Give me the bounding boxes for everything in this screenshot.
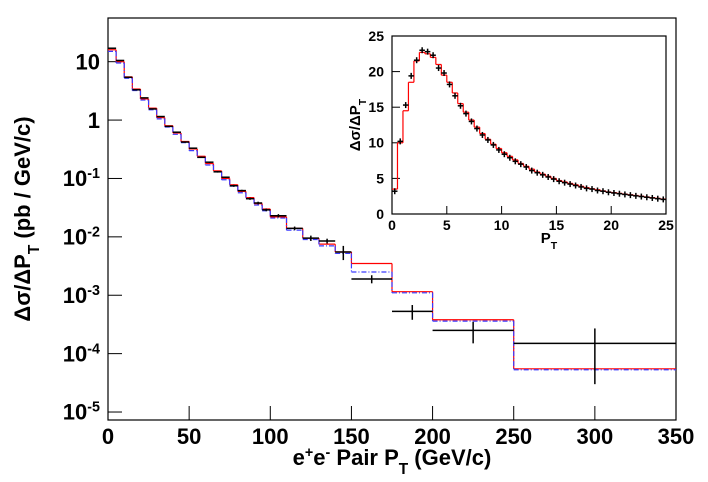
x-tick-label: 300 [576,424,613,449]
y-tick-label: 5 [376,170,384,186]
x-tick-label: 50 [177,424,201,449]
x-tick-label: 0 [388,217,396,233]
label-part: T [551,240,558,252]
y-tick-label: 15 [368,99,384,115]
plot-frame [107,17,677,421]
y-tick-label: 10-3 [63,283,100,308]
label-part: P [541,230,551,247]
y-axis-label: Δσ/ΔPT (pb / GeV/c) [10,116,43,321]
y-tick-label: 10 [76,49,100,74]
label-part: 10 [63,166,87,191]
label-part: Pair P [330,445,398,470]
x-tick-label: 100 [252,424,289,449]
x-axis-label: PT [541,230,558,252]
plot-frame [391,35,667,215]
label-part: 10 [63,283,87,308]
y-tick-label: 10-5 [63,400,100,425]
y-tick-label: 10 [368,135,384,151]
x-tick-label: 20 [603,217,619,233]
label-part: e [313,445,325,470]
label-part: 10 [63,400,87,425]
y-tick-label: 10-1 [63,166,100,191]
y-tick-label: 0 [376,206,384,222]
x-tick-label: 25 [658,217,674,233]
x-tick-label: 350 [658,424,695,449]
label-part: Δσ/ΔP [10,254,35,321]
x-tick-label: 10 [494,217,510,233]
label-part: -2 [87,225,100,241]
x-tick-label: 0 [102,424,114,449]
y-tick-label: 20 [368,64,384,80]
label-part: 10 [63,341,87,366]
y-tick-label: 25 [368,28,384,44]
label-part: e [293,445,305,470]
label-part: -4 [87,341,100,357]
label-part: Δσ/ΔP [347,105,364,151]
label-part: (pb / GeV/c) [10,116,35,244]
x-tick-label: 200 [414,424,451,449]
label-part: - [326,445,331,461]
label-part: -3 [87,283,100,299]
x-tick-label: 250 [495,424,532,449]
label-part: -1 [87,166,100,182]
label-part: T [26,244,43,254]
y-tick-label: 1 [88,108,100,133]
x-tick-label: 150 [333,424,370,449]
y-tick-label: 10-2 [63,225,100,250]
label-part: 10 [63,225,87,250]
label-part: + [305,445,313,461]
label-part: -5 [87,400,100,416]
label-part: T [357,98,369,105]
label-part: (GeV/c) [408,445,491,470]
x-tick-label: 5 [443,217,451,233]
label-part: T [399,461,409,478]
y-tick-label: 10-4 [63,341,100,366]
y-axis-label: Δσ/ΔPT [347,98,369,151]
x-tick-label: 15 [549,217,565,233]
x-axis-label: e+e- Pair PT (GeV/c) [293,445,492,478]
